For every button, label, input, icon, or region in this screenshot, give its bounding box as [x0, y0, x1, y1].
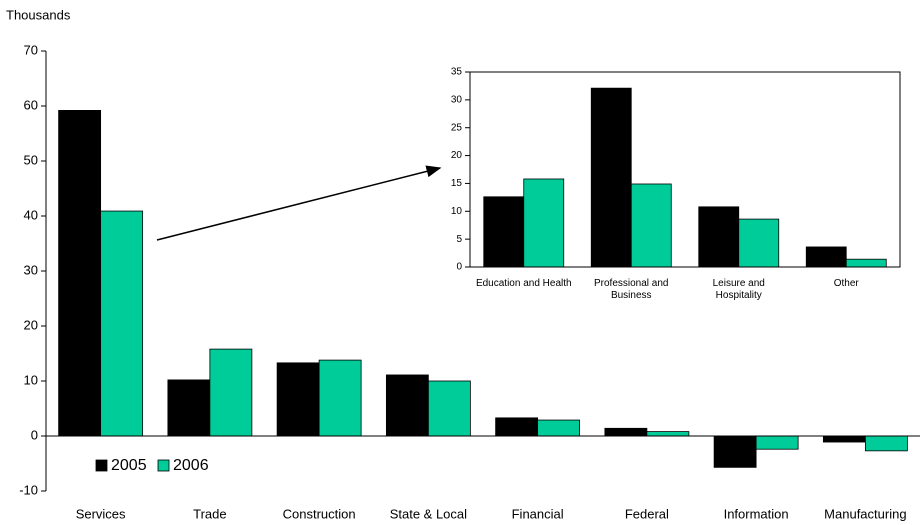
- y-tick-label: 60: [24, 97, 38, 112]
- y-tick-label: 20: [24, 317, 38, 332]
- x-tick-label: Services: [76, 506, 126, 521]
- x-tick-label: Education and Health: [475, 278, 572, 289]
- x-tick-label: Other: [833, 278, 859, 289]
- y-tick-label: 10: [24, 372, 38, 387]
- bar: [427, 380, 471, 437]
- y-tick-label: 0: [456, 262, 462, 273]
- bar: [209, 348, 253, 437]
- y-tick-label: 15: [451, 178, 463, 189]
- y-tick-label: 50: [24, 152, 38, 167]
- bar: [590, 87, 632, 268]
- y-tick-label: 35: [451, 67, 463, 78]
- legend-label: 2006: [173, 457, 209, 474]
- y-tick-label: 70: [24, 42, 38, 57]
- bar: [385, 374, 429, 437]
- bar: [58, 110, 102, 437]
- x-tick-label: Professional and Business: [594, 278, 669, 301]
- bar: [630, 183, 672, 268]
- y-tick-label: -10: [19, 482, 38, 497]
- bar: [864, 435, 908, 452]
- x-tick-label: Construction: [283, 506, 356, 521]
- bar: [738, 218, 780, 268]
- bar: [537, 419, 581, 437]
- y-axis-label: Thousands: [6, 7, 71, 22]
- y-tick-label: 10: [451, 206, 463, 217]
- bar: [805, 246, 847, 268]
- x-tick-label: Federal: [625, 506, 669, 521]
- bar: [646, 431, 690, 437]
- legend-swatch: [95, 459, 108, 472]
- bar: [822, 435, 866, 443]
- x-tick-label: Trade: [193, 506, 226, 521]
- bar: [604, 427, 648, 437]
- bar: [276, 362, 320, 437]
- bar: [755, 435, 799, 450]
- bar: [495, 417, 539, 437]
- bar: [318, 359, 362, 437]
- x-tick-label: Information: [724, 506, 789, 521]
- y-tick-label: 40: [24, 207, 38, 222]
- legend-swatch: [157, 459, 170, 472]
- y-tick-label: 30: [451, 94, 463, 105]
- legend-label: 2005: [111, 457, 147, 474]
- bar: [523, 178, 565, 268]
- y-tick-label: 0: [31, 427, 38, 442]
- callout-arrow: [156, 165, 442, 241]
- x-tick-label: Manufacturing: [824, 506, 906, 521]
- x-tick-label: Financial: [512, 506, 564, 521]
- bar: [713, 435, 757, 468]
- y-tick-label: 5: [456, 234, 462, 245]
- bar: [100, 210, 144, 437]
- x-tick-label: State & Local: [390, 506, 467, 521]
- y-tick-label: 20: [451, 150, 463, 161]
- x-tick-label: Leisure and Hospitality: [712, 278, 765, 301]
- bar: [167, 379, 211, 437]
- bar: [698, 206, 740, 268]
- y-tick-label: 25: [451, 122, 463, 133]
- bar: [483, 196, 525, 268]
- bar: [845, 258, 887, 268]
- y-tick-label: 30: [24, 262, 38, 277]
